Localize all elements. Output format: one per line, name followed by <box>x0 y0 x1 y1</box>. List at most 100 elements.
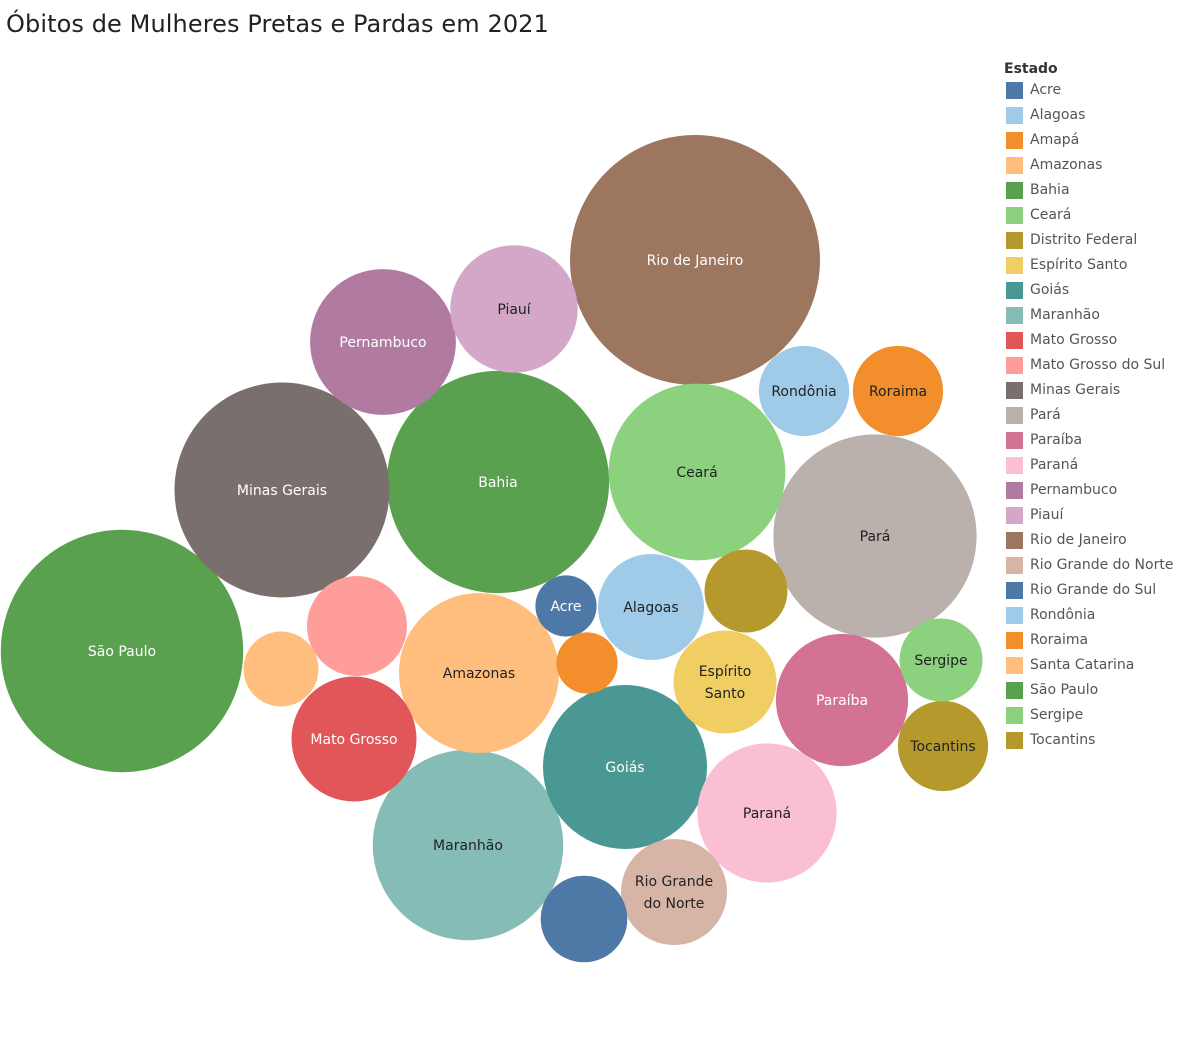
bubble-circle[interactable] <box>307 576 407 676</box>
bubble-pernambuco[interactable]: Pernambuco <box>310 269 456 415</box>
bubble-circle[interactable] <box>243 631 319 707</box>
bubble-circle[interactable] <box>386 370 610 594</box>
bubble-bahia[interactable]: Bahia <box>386 370 610 594</box>
bubble-amapa[interactable] <box>556 632 618 694</box>
bubble-circle[interactable] <box>775 633 909 767</box>
bubble-para[interactable]: Pará <box>773 434 977 638</box>
legend-item-goias[interactable]: Goiás <box>1004 278 1179 303</box>
legend-item-mato-grosso[interactable]: Mato Grosso <box>1004 328 1179 353</box>
bubble-mato-grosso[interactable]: Mato Grosso <box>291 676 417 802</box>
bubble-label: Minas Gerais <box>237 483 327 499</box>
legend-item-rio-grande-do-norte[interactable]: Rio Grande do Norte <box>1004 553 1179 578</box>
legend-label: Paraíba <box>1030 432 1083 448</box>
bubble-rondonia[interactable]: Rondônia <box>758 345 850 437</box>
legend-item-santa-catarina[interactable]: Santa Catarina <box>1004 653 1179 678</box>
bubble-circle[interactable] <box>608 383 786 561</box>
bubble-circle[interactable] <box>899 618 983 702</box>
bubble-circle[interactable] <box>852 345 944 437</box>
bubble-label: Pernambuco <box>339 335 426 351</box>
bubble-sao-paulo[interactable]: São Paulo <box>0 529 244 773</box>
legend-item-roraima[interactable]: Roraima <box>1004 628 1179 653</box>
bubble-circle[interactable] <box>543 685 707 849</box>
legend-swatch <box>1006 557 1023 574</box>
legend-item-para[interactable]: Pará <box>1004 403 1179 428</box>
bubble-maranhao[interactable]: Maranhão <box>372 749 564 941</box>
legend-swatch <box>1006 732 1023 749</box>
legend-label: Rio de Janeiro <box>1030 532 1127 548</box>
legend-item-rio-de-janeiro[interactable]: Rio de Janeiro <box>1004 528 1179 553</box>
bubble-ceara[interactable]: Ceará <box>608 383 786 561</box>
bubble-sergipe[interactable]: Sergipe <box>899 618 983 702</box>
legend-item-distrito-federal[interactable]: Distrito Federal <box>1004 228 1179 253</box>
legend-item-alagoas[interactable]: Alagoas <box>1004 103 1179 128</box>
bubble-piaui[interactable]: Piauí <box>450 245 578 373</box>
legend-item-mato-grosso-do-sul[interactable]: Mato Grosso do Sul <box>1004 353 1179 378</box>
legend-label: Sergipe <box>1030 707 1084 723</box>
legend-item-amazonas[interactable]: Amazonas <box>1004 153 1179 178</box>
legend-item-acre[interactable]: Acre <box>1004 78 1179 103</box>
bubble-santa-catarina[interactable] <box>243 631 319 707</box>
legend-item-espirito-santo[interactable]: Espírito Santo <box>1004 253 1179 278</box>
legend-item-piaui[interactable]: Piauí <box>1004 503 1179 528</box>
legend-label: Rio Grande do Norte <box>1030 557 1174 573</box>
bubble-rio-de-janeiro[interactable]: Rio de Janeiro <box>570 135 820 385</box>
bubble-circle[interactable] <box>897 700 989 792</box>
legend-item-amapa[interactable]: Amapá <box>1004 128 1179 153</box>
legend-swatch <box>1006 682 1023 699</box>
legend-swatch <box>1006 107 1023 124</box>
bubble-circle[interactable] <box>704 549 788 633</box>
bubble-rio-grande-do-sul[interactable] <box>540 875 628 963</box>
bubble-amazonas[interactable]: Amazonas <box>399 593 559 753</box>
bubble-circle[interactable] <box>570 135 820 385</box>
bubble-espirito-santo[interactable]: Espírito Santo <box>673 630 777 734</box>
bubble-acre[interactable]: Acre <box>535 575 597 637</box>
bubble-circle[interactable] <box>697 743 837 883</box>
legend-item-maranhao[interactable]: Maranhão <box>1004 303 1179 328</box>
bubble-circle[interactable] <box>773 434 977 638</box>
legend-label: Rio Grande do Sul <box>1030 582 1157 598</box>
bubble-circle[interactable] <box>399 593 559 753</box>
bubble-circle[interactable] <box>535 575 597 637</box>
legend-label: Alagoas <box>1030 107 1086 123</box>
bubble-mato-grosso-do-sul[interactable] <box>307 576 407 676</box>
legend-item-ceara[interactable]: Ceará <box>1004 203 1179 228</box>
bubble-circle[interactable] <box>598 554 704 660</box>
bubble-circle[interactable] <box>0 529 244 773</box>
bubble-circle[interactable] <box>758 345 850 437</box>
bubble-circle[interactable] <box>673 630 777 734</box>
legend-swatch <box>1006 657 1023 674</box>
bubble-circle[interactable] <box>540 875 628 963</box>
legend-item-rio-grande-do-sul[interactable]: Rio Grande do Sul <box>1004 578 1179 603</box>
bubble-label: Espírito Santo <box>699 664 752 702</box>
bubble-tocantins[interactable]: Tocantins <box>897 700 989 792</box>
bubble-circle[interactable] <box>556 632 618 694</box>
bubble-minas-gerais[interactable]: Minas Gerais <box>174 382 390 598</box>
bubble-label: Rondônia <box>771 384 836 400</box>
bubble-circle[interactable] <box>372 749 564 941</box>
legend-item-sergipe[interactable]: Sergipe <box>1004 703 1179 728</box>
bubble-alagoas[interactable]: Alagoas <box>598 554 704 660</box>
bubble-goias[interactable]: Goiás <box>543 685 707 849</box>
bubble-circle[interactable] <box>450 245 578 373</box>
bubble-circle[interactable] <box>310 269 456 415</box>
legend-item-pernambuco[interactable]: Pernambuco <box>1004 478 1179 503</box>
bubble-roraima[interactable]: Roraima <box>852 345 944 437</box>
legend-item-parana[interactable]: Paraná <box>1004 453 1179 478</box>
legend-swatch <box>1006 282 1023 299</box>
legend-item-rondonia[interactable]: Rondônia <box>1004 603 1179 628</box>
legend-item-sao-paulo[interactable]: São Paulo <box>1004 678 1179 703</box>
bubble-rio-grande-do-norte[interactable]: Rio Grande do Norte <box>621 839 727 945</box>
legend-swatch <box>1006 532 1023 549</box>
legend-item-bahia[interactable]: Bahia <box>1004 178 1179 203</box>
legend-item-minas-gerais[interactable]: Minas Gerais <box>1004 378 1179 403</box>
bubble-circle[interactable] <box>291 676 417 802</box>
bubble-chart: Rio de Janeiro São Paulo Bahia Minas Gerais… <box>0 135 989 963</box>
legend-item-tocantins[interactable]: Tocantins <box>1004 728 1179 753</box>
legend-item-paraiba[interactable]: Paraíba <box>1004 428 1179 453</box>
bubble-distrito-federal[interactable] <box>704 549 788 633</box>
legend-label: Piauí <box>1030 507 1064 523</box>
bubble-paraiba[interactable]: Paraíba <box>775 633 909 767</box>
bubble-circle[interactable] <box>174 382 390 598</box>
bubble-circle[interactable] <box>621 839 727 945</box>
bubble-parana[interactable]: Paraná <box>697 743 837 883</box>
